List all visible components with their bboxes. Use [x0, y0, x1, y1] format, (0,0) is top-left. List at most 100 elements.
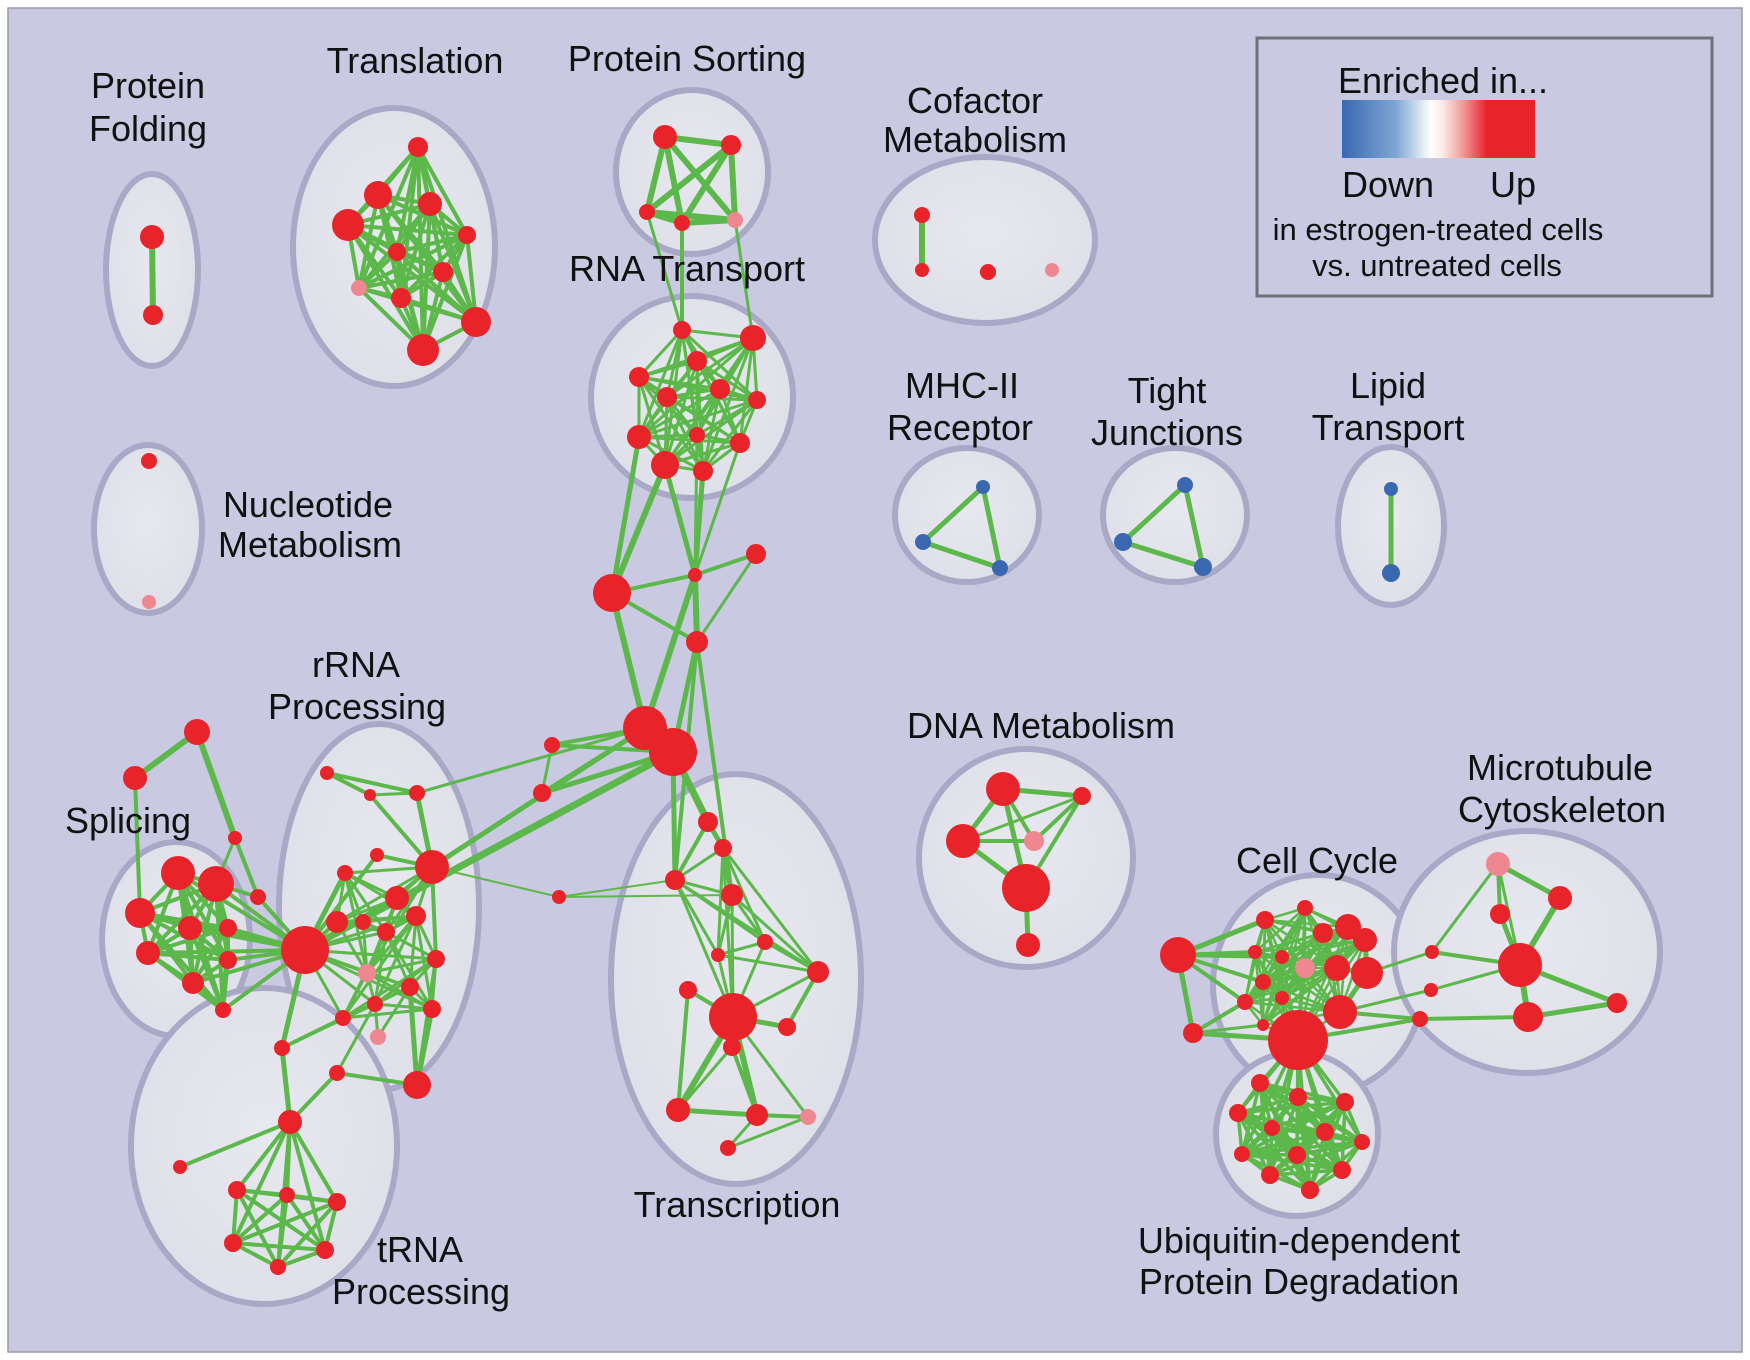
- edge: [642, 572, 698, 731]
- edge: [920, 539, 1003, 571]
- node: [219, 951, 237, 969]
- edge: [415, 726, 647, 795]
- edge: [637, 328, 684, 439]
- edge: [961, 794, 1084, 843]
- node: [673, 321, 691, 339]
- cluster-label-tight-junctions: Tight: [1128, 370, 1207, 411]
- node: [1351, 957, 1383, 989]
- cluster-label-protein-sorting: Protein Sorting: [568, 38, 806, 79]
- cluster-ellipse-cofactor-metabolism: [872, 154, 1098, 326]
- edge: [178, 1120, 292, 1169]
- node: [228, 1181, 246, 1199]
- node: [1335, 914, 1361, 940]
- cluster-ellipse-mhc-ii-receptor: [892, 445, 1042, 585]
- node: [415, 850, 449, 884]
- node: [1268, 1010, 1328, 1070]
- edge: [701, 387, 722, 473]
- node: [639, 204, 655, 220]
- edge: [188, 926, 225, 1012]
- edge: [637, 387, 722, 439]
- edge: [716, 940, 767, 957]
- cluster-label-ubiquitin-degradation: Protein Degradation: [1139, 1261, 1459, 1302]
- edge: [1430, 862, 1500, 954]
- node: [674, 215, 690, 231]
- node: [627, 425, 651, 449]
- node: [370, 1029, 386, 1045]
- edge: [1263, 918, 1350, 929]
- node: [1324, 955, 1350, 981]
- edge: [637, 328, 684, 379]
- node: [1297, 900, 1313, 916]
- cluster-label-rrna-processing: Processing: [268, 686, 446, 727]
- node: [143, 305, 163, 325]
- edge: [428, 202, 478, 324]
- edge: [285, 1193, 327, 1252]
- node: [1353, 928, 1377, 952]
- node: [123, 766, 147, 790]
- edge: [1418, 1015, 1530, 1021]
- edge: [346, 223, 469, 237]
- edge: [1120, 482, 1188, 545]
- node: [720, 1140, 736, 1156]
- edge: [662, 134, 685, 226]
- node: [184, 719, 210, 745]
- node: [224, 1234, 242, 1252]
- edge: [558, 879, 676, 898]
- edge: [1253, 938, 1367, 954]
- cluster-label-nucleotide-metabolism: Metabolism: [218, 524, 402, 565]
- node: [198, 866, 234, 902]
- edge: [146, 926, 230, 955]
- edge: [335, 865, 434, 924]
- edge: [357, 233, 469, 290]
- node: [723, 1038, 741, 1056]
- edge: [663, 398, 759, 467]
- edge: [341, 914, 418, 1020]
- node: [757, 934, 773, 950]
- node: [1045, 263, 1059, 277]
- node: [915, 534, 931, 550]
- node: [1412, 1011, 1428, 1027]
- cluster-label-microtubule-cytoskeleton: Cytoskeleton: [1458, 789, 1666, 830]
- node: [1248, 945, 1262, 959]
- node: [1229, 1104, 1247, 1122]
- edge: [416, 145, 469, 237]
- node: [401, 978, 419, 996]
- edge: [231, 1200, 339, 1245]
- edge: [407, 984, 420, 1088]
- node: [992, 560, 1008, 576]
- node: [688, 568, 702, 582]
- cluster-label-rna-transport: RNA Transport: [569, 248, 805, 289]
- node: [335, 1010, 351, 1026]
- node: [326, 911, 348, 933]
- node: [1256, 911, 1274, 929]
- cluster-label-cell-cycle: Cell Cycle: [1236, 840, 1398, 881]
- cluster-ellipse-tight-junctions: [1100, 445, 1250, 585]
- node: [689, 427, 705, 443]
- node: [332, 209, 364, 241]
- node: [281, 926, 329, 974]
- cluster-label-cofactor-metabolism: Metabolism: [883, 119, 1067, 160]
- node: [1183, 1023, 1203, 1043]
- edge: [730, 1045, 759, 1117]
- node: [329, 1065, 345, 1081]
- edge: [365, 957, 438, 975]
- edge: [431, 866, 560, 898]
- edge: [325, 771, 372, 797]
- edge: [1191, 1023, 1265, 1035]
- cluster-label-ubiquitin-degradation: Ubiquitin-dependent: [1138, 1220, 1460, 1261]
- node: [1251, 1074, 1269, 1092]
- edge: [235, 1188, 327, 1252]
- edge: [1525, 1000, 1620, 1020]
- node: [727, 212, 743, 228]
- node: [746, 1104, 768, 1126]
- edge: [721, 846, 820, 974]
- node: [698, 812, 718, 832]
- edge: [235, 1188, 280, 1269]
- cluster-label-rrna-processing: rRNA: [312, 644, 400, 685]
- node: [1275, 991, 1289, 1005]
- node: [665, 870, 685, 890]
- edge: [695, 552, 758, 644]
- node: [423, 1000, 441, 1018]
- node: [316, 1241, 334, 1259]
- edge: [558, 894, 733, 898]
